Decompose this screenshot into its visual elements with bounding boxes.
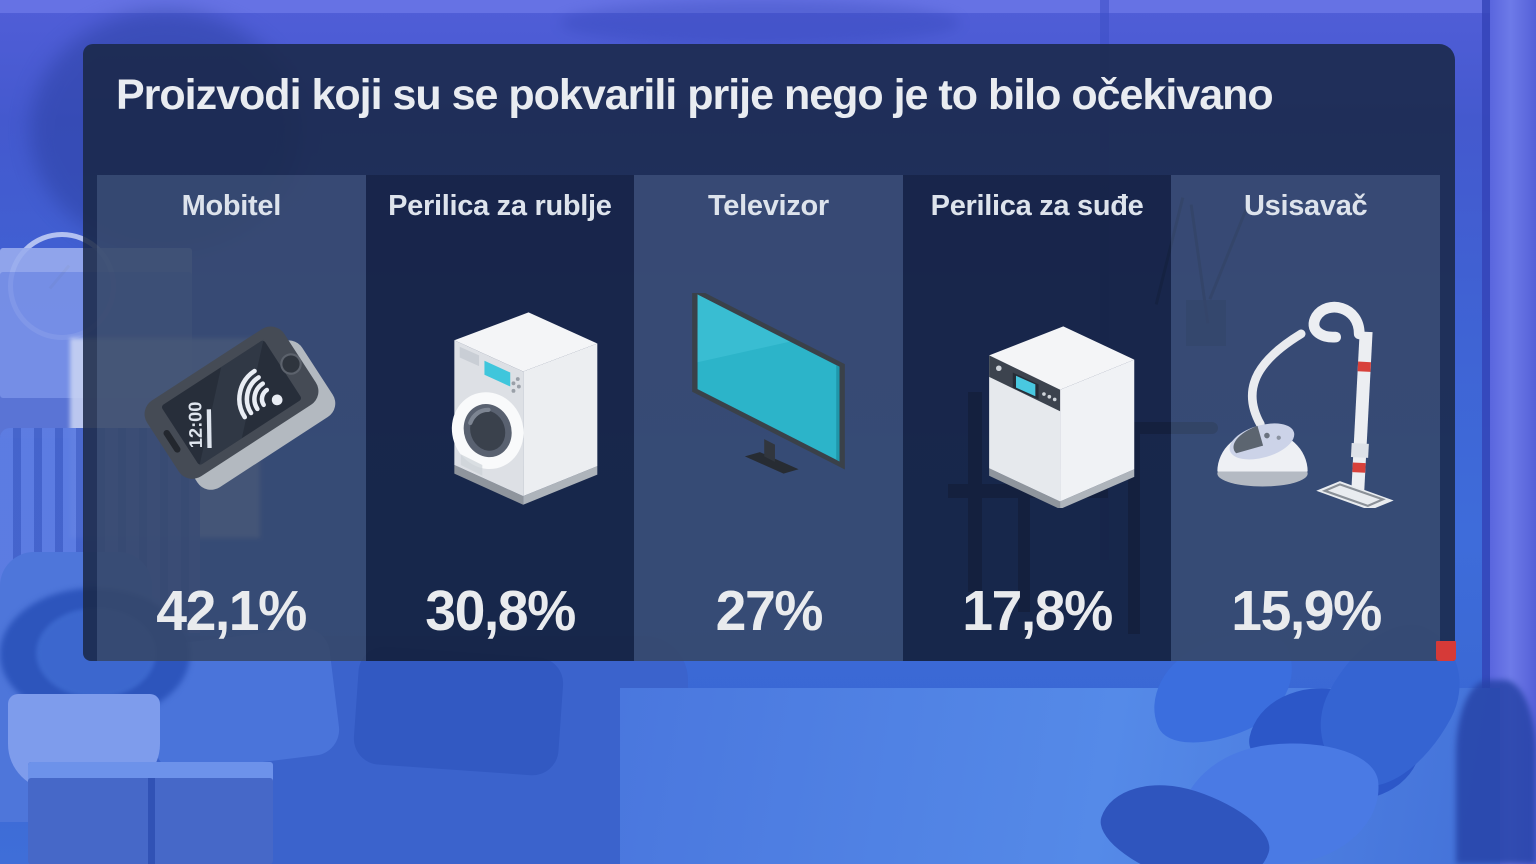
product-value: 27% <box>715 579 823 643</box>
tv-icon <box>634 223 903 578</box>
product-label: Perilica za rublje <box>388 190 612 222</box>
page-title: Proizvodi koji su se pokvarili prije neg… <box>116 71 1274 119</box>
product-card-usisavac: Usisavač <box>1171 175 1440 661</box>
infographic-panel: Proizvodi koji su se pokvarili prije neg… <box>83 44 1455 661</box>
product-value: 15,9% <box>1230 579 1382 643</box>
product-value: 17,8% <box>962 579 1113 643</box>
door-frame <box>1482 0 1490 864</box>
product-value: 30,8% <box>425 579 576 643</box>
product-label: Televizor <box>708 190 829 222</box>
product-value: 42,1% <box>156 579 308 643</box>
product-label: Usisavač <box>1243 190 1368 222</box>
wall-top-band <box>0 0 1536 13</box>
washing-machine-icon <box>366 223 635 578</box>
product-columns: Mobitel 12:00 <box>97 175 1440 661</box>
vacuum-cleaner-icon <box>1171 223 1440 578</box>
pillow <box>352 644 565 778</box>
phone-clock-text: 12:00 <box>184 401 206 448</box>
smartphone-icon: 12:00 <box>97 223 366 578</box>
product-card-perilica-za-rublje: Perilica za rublje <box>365 175 635 661</box>
branch-silhouette <box>560 0 960 46</box>
side-table-seam <box>148 778 155 864</box>
product-label: Perilica za suđe <box>930 190 1144 222</box>
plant-silhouette <box>1456 680 1536 864</box>
product-card-mobitel: Mobitel 12:00 <box>97 175 366 661</box>
dishwasher-icon <box>903 223 1172 578</box>
product-label: Mobitel <box>181 190 282 222</box>
product-card-perilica-za-sudje: Perilica za suđe 17,8% <box>902 175 1172 661</box>
panel-corner-accent <box>1436 641 1456 661</box>
product-card-televizor: Televizor 27% <box>634 175 903 661</box>
